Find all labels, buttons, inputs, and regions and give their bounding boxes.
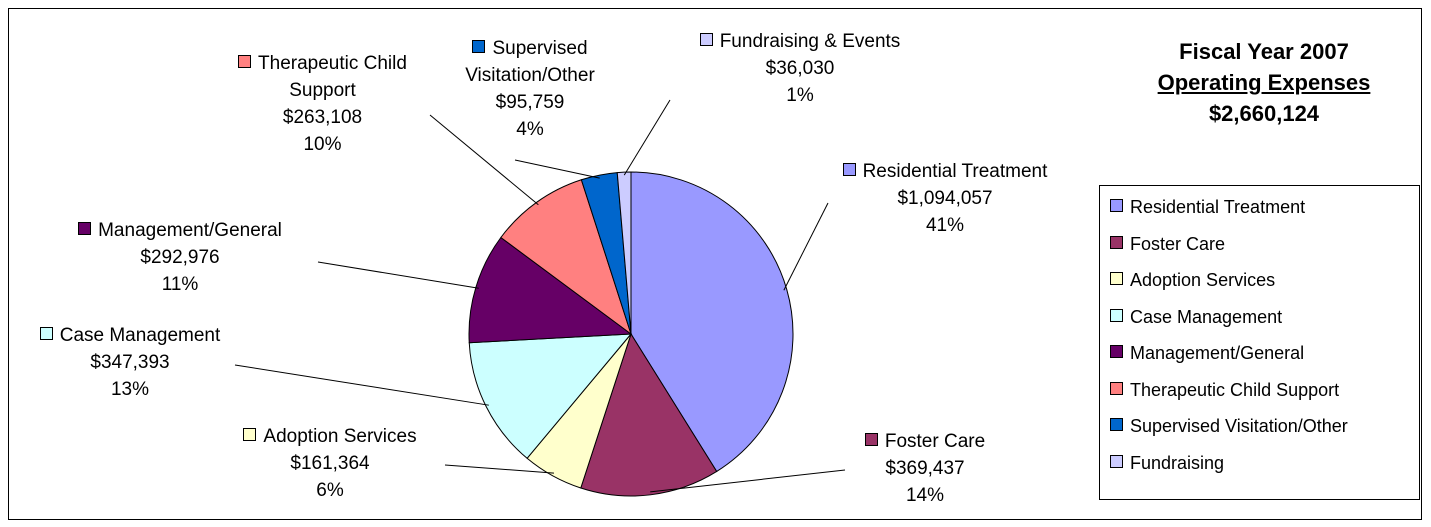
- label-swatch: [238, 55, 252, 68]
- percent-label: 10%: [303, 134, 342, 155]
- value-label: $369,437: [885, 458, 965, 479]
- value-label: $36,030: [765, 58, 835, 79]
- data-label: Supervised Visitation/Other $95,759 4%: [415, 35, 645, 143]
- slice-label-line: Management/General: [60, 217, 300, 244]
- data-label: Adoption Services $161,364 6%: [215, 423, 445, 504]
- slice-label: Case Management: [59, 325, 221, 346]
- legend-entry: Case Management: [1110, 307, 1282, 327]
- legend-swatch: [1110, 199, 1123, 212]
- slice-label-line: Therapeutic Child Support: [215, 50, 430, 104]
- slice-label: Fundraising & Events: [719, 31, 901, 52]
- leader-line: [623, 99, 671, 176]
- data-label: Residential Treatment $1,094,057 41%: [825, 158, 1065, 239]
- percent-label: 41%: [925, 215, 965, 236]
- legend-swatch: [1110, 418, 1123, 431]
- legend-label: Fundraising: [1130, 452, 1225, 473]
- slice-label: Management/General: [98, 220, 282, 241]
- data-label: Management/General $292,976 11%: [60, 217, 300, 298]
- slice-label: Adoption Services: [263, 426, 417, 447]
- legend-swatch: [1110, 454, 1123, 468]
- label-swatch: [39, 327, 53, 340]
- leader-line: [429, 114, 539, 206]
- slice-label-line: Case Management: [10, 322, 250, 349]
- percent-label: 6%: [316, 480, 344, 501]
- pie-slice: [580, 332, 718, 497]
- legend-label: Adoption Services: [1130, 270, 1276, 290]
- slice-label-line: Foster Care: [835, 428, 1015, 455]
- percent-label: 13%: [110, 379, 150, 400]
- leader-line: [317, 261, 479, 289]
- legend-swatch: [1110, 272, 1123, 285]
- total-label: $2,660,124: [1208, 101, 1320, 126]
- slice-label: Residential Treatment: [862, 161, 1048, 182]
- leader-line: [514, 159, 600, 179]
- slice-label-line: Supervised Visitation/Other: [415, 35, 645, 89]
- legend-entry: Supervised Visitation/Other: [1110, 416, 1348, 436]
- label-swatch: [78, 222, 92, 235]
- legend-entry: Fundraising: [1110, 453, 1224, 473]
- legend-entry: Residential Treatment: [1110, 197, 1305, 217]
- pie-slice: [630, 171, 794, 473]
- value-label: $347,393: [90, 352, 170, 373]
- pie-slice: [500, 179, 632, 336]
- pie-slice: [468, 333, 633, 459]
- data-label: Foster Care $369,437 14%: [835, 428, 1015, 509]
- slice-label: Supervised Visitation/Other: [465, 38, 595, 86]
- value-label: $161,364: [290, 453, 370, 474]
- percent-label: 11%: [161, 274, 199, 295]
- slice-label-line: Adoption Services: [215, 423, 445, 450]
- legend-label: Supervised Visitation/Other: [1130, 416, 1348, 436]
- chart-subtitle: Operating Expenses: [1157, 70, 1371, 95]
- chart-title: Fiscal Year 2007: [1179, 39, 1349, 64]
- leader-line: [783, 202, 829, 291]
- data-label: Fundraising & Events $36,030 1%: [655, 28, 945, 109]
- label-swatch: [243, 428, 257, 441]
- label-swatch: [864, 433, 878, 446]
- value-label: $263,108: [282, 107, 363, 128]
- legend-entry: Therapeutic Child Support: [1110, 380, 1339, 400]
- legend-label: Therapeutic Child Support: [1130, 379, 1340, 400]
- leader-line: [650, 469, 846, 493]
- legend-swatch: [1110, 381, 1123, 395]
- slice-label: Therapeutic Child Support: [258, 53, 407, 101]
- legend-label: Foster Care: [1130, 233, 1226, 254]
- label-swatch: [699, 33, 713, 46]
- slice-label-line: Residential Treatment: [825, 158, 1065, 185]
- legend-entry: Management/General: [1110, 343, 1304, 363]
- legend-entry: Adoption Services: [1110, 270, 1275, 290]
- title-block: Fiscal Year 2007 Operating Expenses $2,6…: [1105, 36, 1423, 129]
- label-swatch: [472, 40, 486, 53]
- legend-swatch: [1110, 308, 1123, 322]
- legend-swatch: [1110, 235, 1123, 249]
- legend-swatch: [1110, 345, 1123, 358]
- percent-label: 14%: [905, 485, 945, 506]
- legend-label: Case Management: [1130, 306, 1283, 327]
- value-label: $95,759: [495, 92, 565, 113]
- legend-label: Management/General: [1130, 343, 1305, 363]
- leader-line: [234, 364, 489, 406]
- leader-line: [444, 464, 555, 474]
- pie-slice: [616, 171, 632, 335]
- slice-label-line: Fundraising & Events: [655, 28, 945, 55]
- legend-label: Residential Treatment: [1130, 197, 1306, 217]
- label-swatch: [842, 163, 856, 176]
- slice-label: Foster Care: [884, 431, 986, 452]
- value-label: $1,094,057: [897, 188, 993, 209]
- legend-box: [1099, 185, 1420, 500]
- percent-label: 1%: [786, 85, 814, 106]
- percent-label: 4%: [516, 119, 544, 140]
- value-label: $292,976: [140, 247, 220, 268]
- data-label: Therapeutic Child Support $263,108 10%: [215, 50, 430, 158]
- data-label: Case Management $347,393 13%: [10, 322, 250, 403]
- legend-entry: Foster Care: [1110, 234, 1225, 254]
